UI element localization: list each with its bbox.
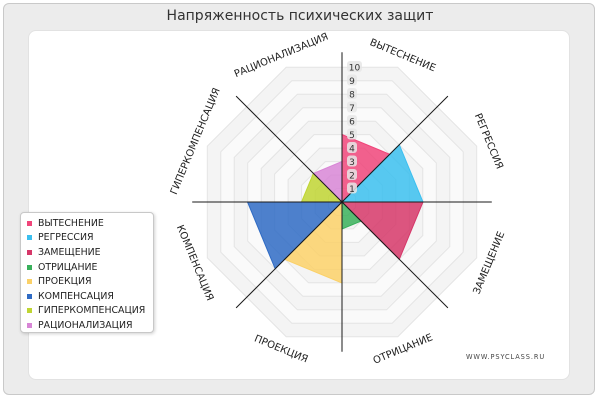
axes [192, 52, 492, 352]
legend-swatch [27, 322, 32, 328]
legend-item: ГИПЕРКОМПЕНСАЦИЯ [27, 304, 153, 319]
legend-item: РЕГРЕССИЯ [27, 231, 153, 246]
legend-swatch [27, 279, 32, 285]
legend-swatch [27, 293, 32, 299]
radial-ticks: 1 2 3 4 5 6 7 8 9 10 [347, 61, 362, 195]
legend-label: РЕГРЕССИЯ [38, 232, 94, 244]
radial-tick-label: 5 [349, 131, 355, 141]
legend-label: ГИПЕРКОМПЕНСАЦИЯ [38, 305, 146, 317]
legend-label: ЗАМЕЩЕНИЕ [38, 246, 101, 258]
legend-item: РАЦИОНАЛИЗАЦИЯ [27, 318, 153, 333]
tick-badge [347, 128, 357, 140]
legend: ВЫТЕСНЕНИЕ РЕГРЕССИЯ ЗАМЕЩЕНИЕ ОТРИЦАНИЕ ПРО… [20, 212, 154, 333]
tick-badge [347, 101, 357, 113]
radial-tick-label: 1 [349, 185, 355, 195]
legend-item: ОТРИЦАНИЕ [27, 260, 153, 275]
legend-item: ПРОЕКЦИЯ [27, 274, 153, 289]
legend-label: РАЦИОНАЛИЗАЦИЯ [38, 319, 133, 331]
tick-badge [347, 182, 357, 194]
tick-badge [347, 142, 357, 153]
axis-line [341, 201, 449, 309]
category-label-4: ОТРИЦАНИЕ [372, 332, 435, 366]
tick-badge [347, 88, 357, 99]
radial-tick-label: 6 [349, 118, 355, 128]
legend-swatch [27, 235, 32, 241]
axis-line [235, 95, 343, 203]
tick-badge [347, 61, 362, 72]
legend-label: ОТРИЦАНИЕ [38, 261, 98, 273]
tick-badge [347, 169, 357, 180]
legend-swatch [27, 308, 32, 314]
legend-label: ПРОЕКЦИЯ [38, 276, 92, 288]
axis-line [341, 95, 449, 203]
radial-tick-label: 3 [349, 158, 355, 168]
legend-label: КОМПЕНСАЦИЯ [38, 290, 114, 302]
radial-tick-label: 2 [349, 172, 355, 182]
legend-swatch [27, 220, 32, 226]
legend-label: ВЫТЕСНЕНИЕ [38, 217, 104, 229]
category-label-5: ПРОЕКЦИЯ [252, 334, 309, 366]
wedges [246, 133, 424, 284]
legend-swatch [27, 249, 32, 255]
radial-tick-label: 9 [349, 77, 355, 87]
radial-tick-label: 8 [349, 91, 355, 101]
radial-tick-label: 7 [349, 104, 355, 114]
legend-item: КОМПЕНСАЦИЯ [27, 289, 153, 304]
tick-badge [347, 115, 357, 126]
axis-line [235, 201, 343, 309]
watermark: WWW.PSYCLASS.RU [466, 353, 546, 361]
legend-swatch [27, 264, 32, 270]
tick-badge [347, 74, 357, 86]
legend-item: ВЫТЕСНЕНИЕ [27, 216, 153, 231]
chart-title: Напряженность психических защит [166, 8, 434, 24]
tick-badge [347, 155, 357, 167]
radial-tick-label: 10 [349, 64, 361, 74]
radial-tick-label: 4 [349, 145, 355, 155]
legend-item: ЗАМЕЩЕНИЕ [27, 245, 153, 260]
